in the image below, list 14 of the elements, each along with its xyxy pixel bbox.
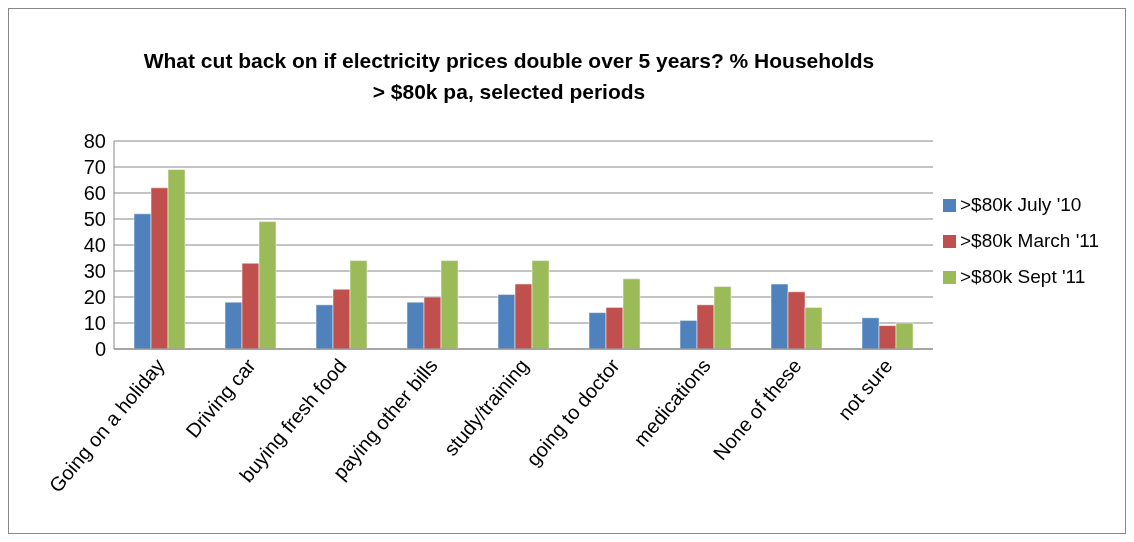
y-tick-label: 10 bbox=[83, 312, 106, 335]
y-tick-label: 60 bbox=[83, 182, 106, 205]
y-tick-label: 30 bbox=[83, 260, 106, 283]
x-tick-label: not sure bbox=[833, 354, 897, 425]
legend-label: >$80k July '10 bbox=[960, 194, 1082, 215]
y-tick-label: 80 bbox=[83, 130, 106, 153]
chart-title: What cut back on if electricity prices double over 5 years? % Households > $80k pa, selected periods bbox=[142, 48, 876, 105]
legend-label: >$80k March '11 bbox=[960, 230, 1099, 251]
y-tick-label: 70 bbox=[83, 156, 106, 179]
y-tick-label: 0 bbox=[94, 338, 106, 361]
y-tick-label: 20 bbox=[83, 286, 106, 309]
legend-label: >$80k Sept '11 bbox=[960, 266, 1086, 287]
y-tick-label: 40 bbox=[83, 234, 106, 257]
y-tick-label: 50 bbox=[83, 208, 106, 231]
